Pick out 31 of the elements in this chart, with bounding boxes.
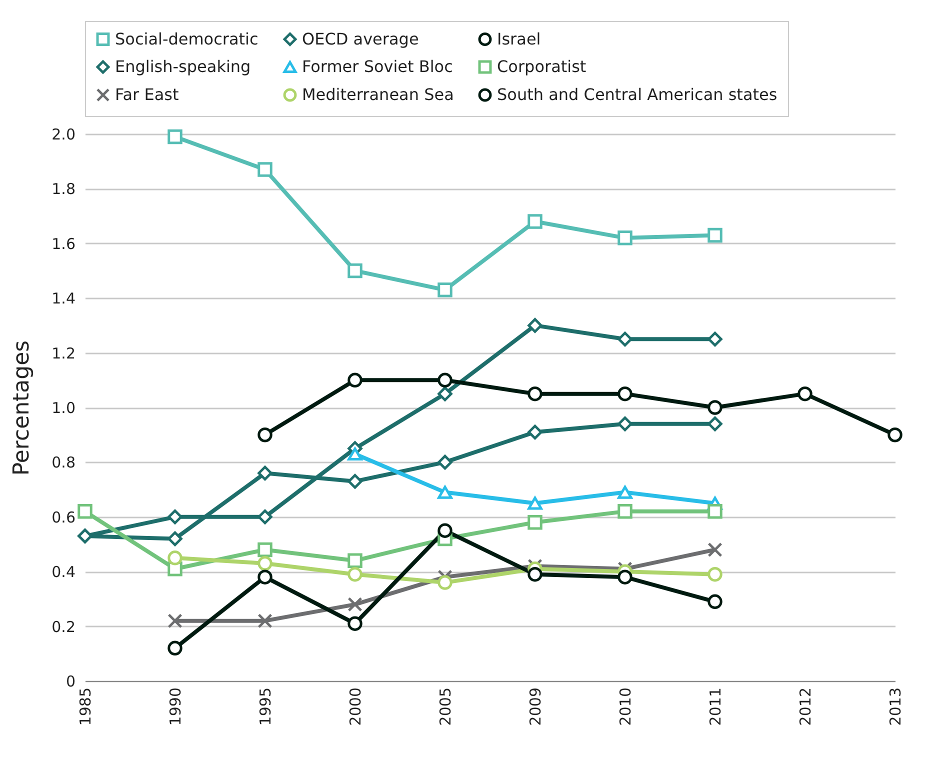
y-axis-title: Percentages — [10, 340, 35, 476]
x-tick-label: 1985 — [76, 688, 94, 726]
x-tick-label: 1990 — [166, 688, 184, 726]
y-tick-label: 0 — [66, 672, 76, 690]
y-tick-label: 1.4 — [52, 290, 76, 308]
x-tick-label: 2005 — [436, 688, 454, 726]
legend-label: English-speaking — [115, 57, 251, 76]
x-tick-label: 2013 — [886, 688, 904, 726]
legend-label: Corporatist — [497, 57, 586, 76]
y-tick-label: 0.8 — [52, 454, 76, 472]
y-tick-label: 0.6 — [52, 508, 76, 526]
legend-label: South and Central American states — [497, 85, 778, 104]
y-tick-label: 1.2 — [52, 344, 76, 362]
x-tick-label: 2011 — [706, 688, 724, 726]
x-tick-label: 2009 — [526, 688, 544, 726]
legend-label: Former Soviet Bloc — [302, 57, 453, 76]
y-tick-label: 0.4 — [52, 563, 76, 582]
y-tick-label: 1.0 — [52, 399, 76, 417]
legend-label: Israel — [497, 29, 541, 48]
y-tick-label: 0.2 — [52, 618, 76, 636]
x-tick-label: 2000 — [346, 688, 364, 726]
legend-label: Social-democratic — [115, 29, 258, 48]
y-tick-label: 2.0 — [52, 126, 76, 144]
x-tick-label: 2010 — [616, 688, 634, 726]
y-tick-label: 1.6 — [52, 234, 76, 253]
legend-label: Far East — [115, 85, 179, 104]
x-tick-label: 1995 — [256, 688, 274, 726]
legend-label: OECD average — [302, 29, 419, 48]
legend-label: Mediterranean Sea — [302, 85, 454, 104]
x-tick-label: 2012 — [796, 688, 814, 726]
y-tick-label: 1.8 — [52, 180, 76, 198]
